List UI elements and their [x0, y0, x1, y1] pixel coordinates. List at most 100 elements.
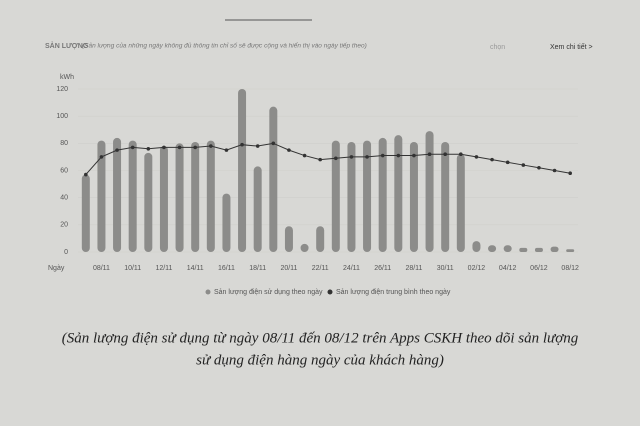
point [380, 153, 385, 158]
bar [363, 140, 372, 252]
x-tick-label: 26/11 [374, 265, 391, 272]
bar [425, 131, 434, 252]
x-tick-label: 16/11 [218, 265, 235, 272]
x-tick-label: 08/12 [561, 265, 579, 272]
point [568, 171, 572, 176]
point [459, 152, 463, 156]
x-tick-label: 02/12 [468, 265, 486, 272]
y-tick-label: 120 [56, 86, 68, 93]
point [396, 153, 401, 158]
x-tick-label: 28/11 [405, 265, 422, 272]
bar [191, 141, 200, 252]
bar [113, 137, 122, 252]
point [271, 141, 276, 146]
bar [238, 89, 247, 252]
bar [441, 141, 450, 252]
legend-label: Sản lượng điện sử dụng theo ngày [214, 288, 323, 296]
bar [550, 246, 559, 252]
legend-label: Sản lượng điện trung bình theo ngày [336, 289, 451, 296]
point [552, 168, 557, 173]
point [412, 153, 416, 158]
legend-symbol [205, 289, 211, 295]
bar [347, 141, 356, 252]
point [505, 160, 510, 165]
x-tick-label: 18/11 [249, 265, 266, 272]
x-tick-label: 06/12 [530, 265, 548, 272]
point [224, 148, 229, 152]
x-tick-label: 14/11 [187, 265, 204, 272]
line [85, 142, 571, 175]
point [240, 142, 244, 147]
point [115, 148, 119, 152]
bar [378, 137, 387, 252]
x-tick-label: 12/11 [155, 265, 172, 272]
point [490, 157, 494, 162]
point [177, 145, 182, 150]
bar [175, 143, 184, 252]
chart-title: SẢN LƯỢNG [45, 41, 89, 50]
point [287, 148, 291, 152]
x-tick-label: 22/11 [312, 265, 329, 272]
y-axis-label: kWh [60, 74, 74, 81]
point [349, 155, 354, 159]
bar [253, 166, 262, 252]
bar [566, 249, 575, 252]
point [302, 153, 307, 158]
x-tick-label: 20/11 [280, 265, 297, 272]
x-tick-label: 30/11 [437, 265, 454, 272]
bar [97, 140, 106, 252]
bar [409, 141, 418, 252]
y-tick-label: 100 [56, 113, 68, 120]
bar [128, 140, 137, 252]
bar [331, 140, 340, 252]
point [427, 152, 432, 156]
x-tick-label: 24/11 [343, 265, 360, 272]
point [318, 157, 322, 162]
x-tick-label: 10/11 [124, 265, 141, 272]
y-tick-label: 40 [60, 195, 68, 202]
x-tick-label: 04/12 [499, 265, 517, 272]
point [193, 145, 197, 150]
point [365, 155, 369, 159]
y-tick-label: 80 [60, 140, 68, 147]
point [537, 165, 541, 170]
y-tick-label: 60 [60, 167, 68, 174]
bar [206, 140, 215, 252]
detail-link[interactable]: Xem chi tiết > [550, 42, 593, 51]
bar [394, 135, 403, 252]
point [99, 155, 104, 159]
caption: (Sản lượng điện sử dụng từ ngày 08/11 đế… [62, 330, 579, 346]
bar [472, 241, 481, 252]
point [84, 172, 88, 177]
chart-subtitle: (Sản lượng của những ngày không đủ thông… [82, 42, 367, 50]
bar [144, 152, 153, 252]
x-tick-label: 08/11 [93, 265, 110, 272]
point [130, 145, 135, 150]
bar [488, 245, 497, 252]
select[interactable]: chọn [490, 44, 505, 51]
point [209, 144, 213, 148]
bar [519, 247, 528, 252]
bar [503, 245, 512, 252]
y-tick-label: 20 [60, 222, 68, 229]
bar [269, 106, 278, 253]
x-axis-label: Ngày [48, 265, 65, 272]
caption: sử dụng điện hàng ngày của khách hàng) [196, 352, 444, 368]
bar [300, 243, 309, 252]
bar [534, 247, 543, 252]
bar [81, 174, 90, 252]
bar [159, 146, 168, 252]
bar [456, 154, 465, 252]
y-tick-label: 0 [64, 249, 68, 256]
bar [222, 193, 231, 252]
point [162, 145, 166, 150]
point [474, 155, 479, 159]
point [521, 163, 526, 167]
point [146, 146, 151, 151]
point [443, 152, 447, 156]
legend-symbol [327, 289, 333, 295]
point [255, 144, 260, 148]
